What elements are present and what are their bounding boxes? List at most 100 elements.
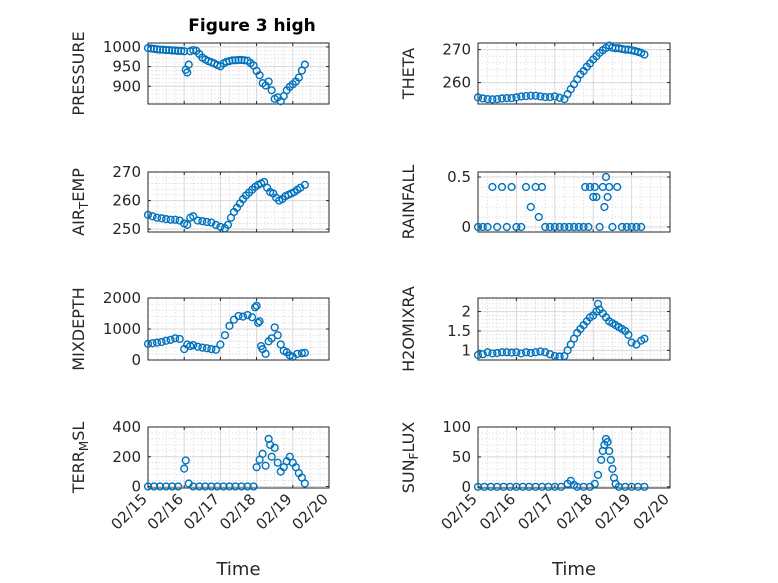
data-point — [483, 222, 492, 232]
axes-frame — [147, 171, 330, 233]
data-point — [473, 93, 483, 102]
subplot-mixdepth: 0 1000 2000 MIXDEPTH — [69, 287, 330, 371]
data-point — [573, 75, 582, 84]
data-point — [300, 348, 309, 357]
subplot-theta: 260 270 THETA — [399, 41, 671, 105]
data-point — [247, 313, 257, 322]
y-tick-label: 0 — [461, 478, 471, 496]
data-point — [507, 348, 516, 357]
data-point — [171, 215, 180, 224]
data-point — [195, 482, 204, 491]
data-point — [276, 340, 285, 349]
data-point — [219, 482, 228, 491]
data-point — [512, 93, 521, 102]
data-point — [497, 94, 507, 103]
data-point — [152, 45, 162, 54]
data-point — [211, 220, 220, 229]
data-point — [213, 482, 222, 491]
data-point — [143, 482, 153, 491]
y-tick-label: 1000 — [103, 38, 141, 56]
data-point — [201, 482, 210, 491]
data-point — [193, 342, 202, 351]
data-point — [584, 222, 593, 232]
subplot-air-temp: 250 260 270 AIRTEMP — [69, 163, 330, 238]
x-tick-label: 02/15 — [438, 490, 481, 533]
data-point — [189, 341, 198, 350]
data-point — [297, 349, 306, 358]
data-point — [148, 339, 157, 348]
y-tick-label: 100 — [442, 418, 471, 436]
data-point — [171, 334, 180, 343]
data-point — [606, 455, 615, 464]
data-point — [143, 339, 153, 348]
data-point — [157, 214, 166, 223]
x-tick-label: 02/19 — [252, 490, 295, 533]
data-point — [155, 45, 165, 54]
y-tick-label: 900 — [112, 77, 141, 95]
data-point — [541, 348, 550, 357]
y-axis-label: THETA — [399, 48, 418, 100]
data-point — [597, 455, 606, 464]
y-tick-label: 260 — [442, 74, 471, 92]
data-point — [640, 50, 649, 59]
data-point — [507, 182, 516, 192]
data-point — [589, 192, 598, 202]
data-point — [231, 482, 240, 491]
y-tick-label: 1000 — [103, 320, 141, 338]
data-point — [174, 46, 183, 55]
data-point — [555, 222, 564, 232]
data-point — [541, 222, 550, 232]
data-point — [545, 92, 555, 102]
data-point — [613, 182, 622, 192]
data-point — [581, 182, 590, 192]
y-tick-label: 400 — [112, 418, 141, 436]
y-tick-label: 0 — [131, 351, 141, 369]
y-axis-label: SUNFLUX — [399, 422, 421, 494]
data-point — [493, 222, 502, 232]
data-point — [493, 94, 502, 104]
data-point — [273, 458, 282, 467]
data-point — [517, 222, 526, 232]
data-point — [627, 338, 636, 347]
data-point — [521, 348, 531, 357]
data-point — [267, 86, 276, 95]
data-point — [585, 182, 595, 192]
data-point — [267, 452, 276, 461]
data-point — [541, 92, 550, 102]
y-tick-label: 0.5 — [447, 168, 471, 186]
data-point — [180, 464, 189, 473]
data-point — [252, 463, 261, 472]
data-point — [258, 449, 267, 458]
data-point — [216, 222, 225, 231]
data-point — [189, 482, 198, 491]
y-tick-label: 0 — [131, 478, 141, 496]
data-point — [608, 222, 617, 232]
x-tick-label: 02/17 — [180, 490, 223, 533]
data-point — [250, 303, 260, 312]
data-point — [270, 443, 279, 452]
data-point — [502, 93, 511, 103]
data-point — [198, 217, 207, 226]
data-point — [193, 216, 202, 225]
x-tick-label: 02/18 — [553, 490, 596, 533]
y-tick-label: 2000 — [103, 289, 141, 307]
data-point — [180, 47, 189, 56]
data-point — [608, 464, 617, 473]
data-point — [254, 318, 263, 327]
data-point — [488, 95, 497, 104]
data-point — [255, 317, 264, 326]
x-tick-label: 02/18 — [216, 490, 259, 533]
data-point — [155, 482, 165, 491]
y-tick-label: 270 — [112, 163, 141, 181]
x-tick-label: 02/16 — [476, 490, 519, 533]
figure-title: Figure 3 high — [188, 16, 316, 36]
data-point — [478, 94, 487, 103]
data-point — [300, 60, 309, 69]
data-point — [216, 340, 225, 349]
data-point — [473, 222, 483, 232]
x-axis-label: Time — [215, 559, 260, 580]
data-point — [473, 350, 483, 360]
data-point — [624, 330, 633, 339]
